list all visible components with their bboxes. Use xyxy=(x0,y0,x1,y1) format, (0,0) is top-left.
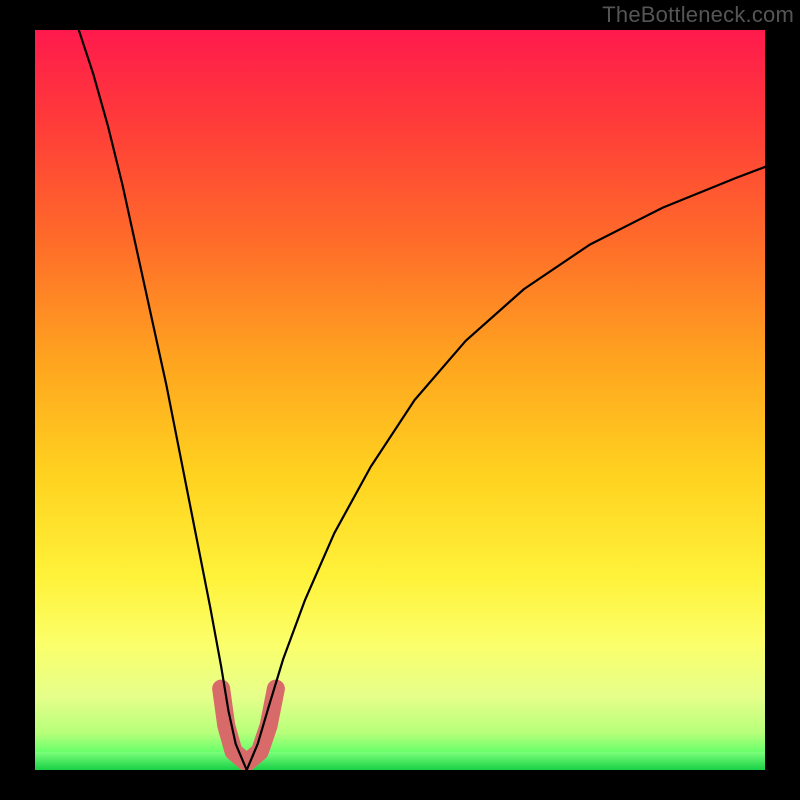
curve-overlay xyxy=(35,30,765,770)
bottleneck-curve xyxy=(79,30,765,770)
chart-canvas: TheBottleneck.com xyxy=(0,0,800,800)
watermark-text: TheBottleneck.com xyxy=(602,0,800,28)
u-shaped-highlight-marker xyxy=(221,689,276,763)
plot-area xyxy=(35,30,765,770)
